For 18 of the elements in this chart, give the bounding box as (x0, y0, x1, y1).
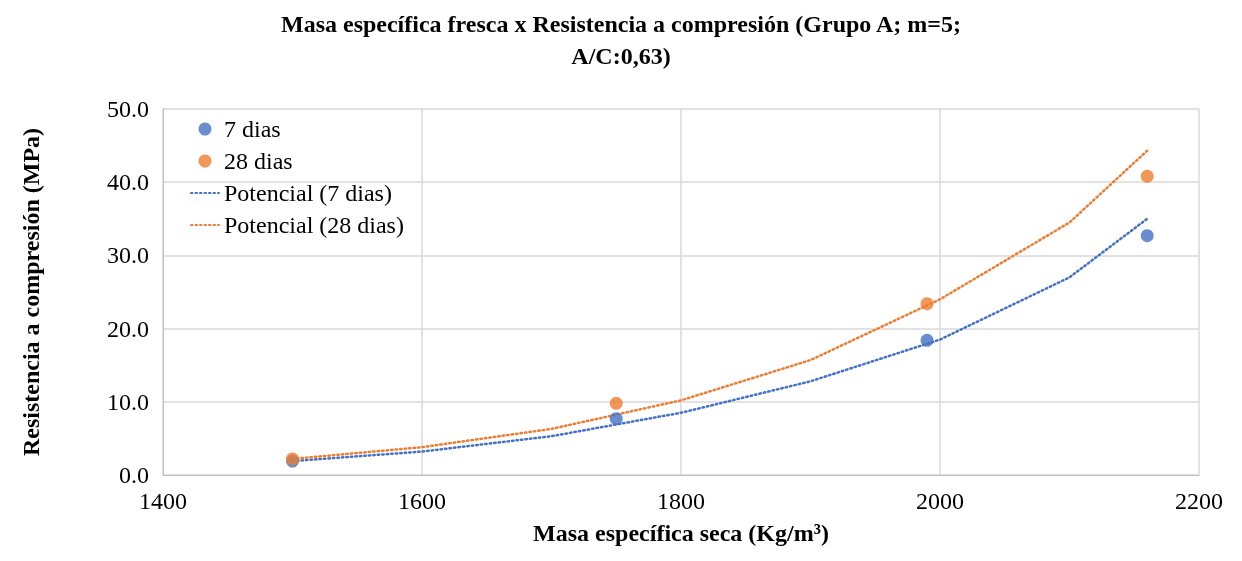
x-tick-label: 1400 (139, 488, 187, 514)
legend-label: 7 dias (224, 116, 281, 142)
x-axis-title: Masa específica seca (Kg/m³) (533, 520, 829, 546)
x-tick-label: 1600 (398, 488, 446, 514)
x-tick-label: 2000 (916, 488, 964, 514)
y-tick-label: 0.0 (119, 462, 149, 488)
y-axis-title: Resistencia a compresión (MPa) (18, 127, 44, 457)
y-tick-label: 10.0 (107, 388, 149, 415)
legend-label: 28 dias (224, 148, 293, 174)
y-tick-label: 50.0 (107, 96, 149, 122)
chart-title: Masa específica fresca x Resistencia a compresión (Grupo A; m=5; A/C:0,63) (280, 10, 962, 71)
y-tick-label: 20.0 (107, 315, 149, 342)
y-tick-label: 40.0 (107, 169, 149, 196)
y-tick-label: 30.0 (107, 242, 149, 269)
legend-label: Potencial (28 dias) (224, 212, 404, 238)
x-tick-label: 1800 (657, 488, 705, 514)
legend-label: Potencial (7 dias) (224, 180, 392, 206)
x-tick-label: 2200 (1175, 488, 1223, 514)
